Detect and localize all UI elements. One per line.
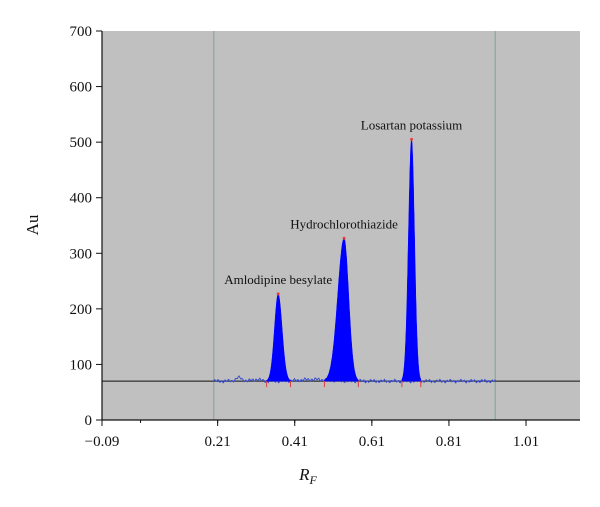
x-tick-label: 0.61: [359, 434, 385, 450]
y-tick-label: 700: [70, 24, 93, 40]
y-tick-label: 300: [70, 246, 93, 262]
peak-1-apex: [276, 292, 280, 296]
x-tick-label: 1.01: [513, 434, 539, 450]
y-tick-label: 400: [70, 191, 93, 207]
x-tick-label: −0.09: [85, 434, 120, 450]
peak-3-label: Losartan potassium: [361, 117, 462, 132]
y-tick-label: 100: [70, 357, 93, 373]
trace-layer: [213, 375, 496, 384]
x-axis-title-subscript: F: [309, 473, 318, 487]
peak-2-apex: [342, 236, 346, 240]
y-tick-label: 0: [85, 413, 93, 429]
axes-layer: 0 100 200 300 400 500 600 700 −0.09 0.21 0.41 0.61 0…: [70, 24, 580, 450]
label-layer: Amlodipine besylate Hydrochlorothiazide Lo…: [224, 117, 462, 286]
x-axis-title: RF: [298, 465, 317, 487]
peak-2-area: [324, 237, 359, 382]
y-tick-label: 600: [70, 80, 93, 96]
x-tick-label: 0.81: [436, 434, 462, 450]
peak-3-apex: [410, 137, 414, 141]
peak-2-label: Hydrochlorothiazide: [290, 216, 398, 231]
y-tick-label: 200: [70, 302, 93, 318]
baseline-trace: [213, 375, 496, 384]
peak-1-label: Amlodipine besylate: [224, 272, 332, 287]
y-tick-label: 500: [70, 135, 93, 151]
x-axis-title-main: R: [298, 465, 310, 484]
y-axis-title: Au: [23, 214, 42, 235]
x-tick-label: 0.21: [205, 434, 231, 450]
peak-layer: [266, 137, 422, 388]
x-tick-label: 0.41: [282, 434, 308, 450]
